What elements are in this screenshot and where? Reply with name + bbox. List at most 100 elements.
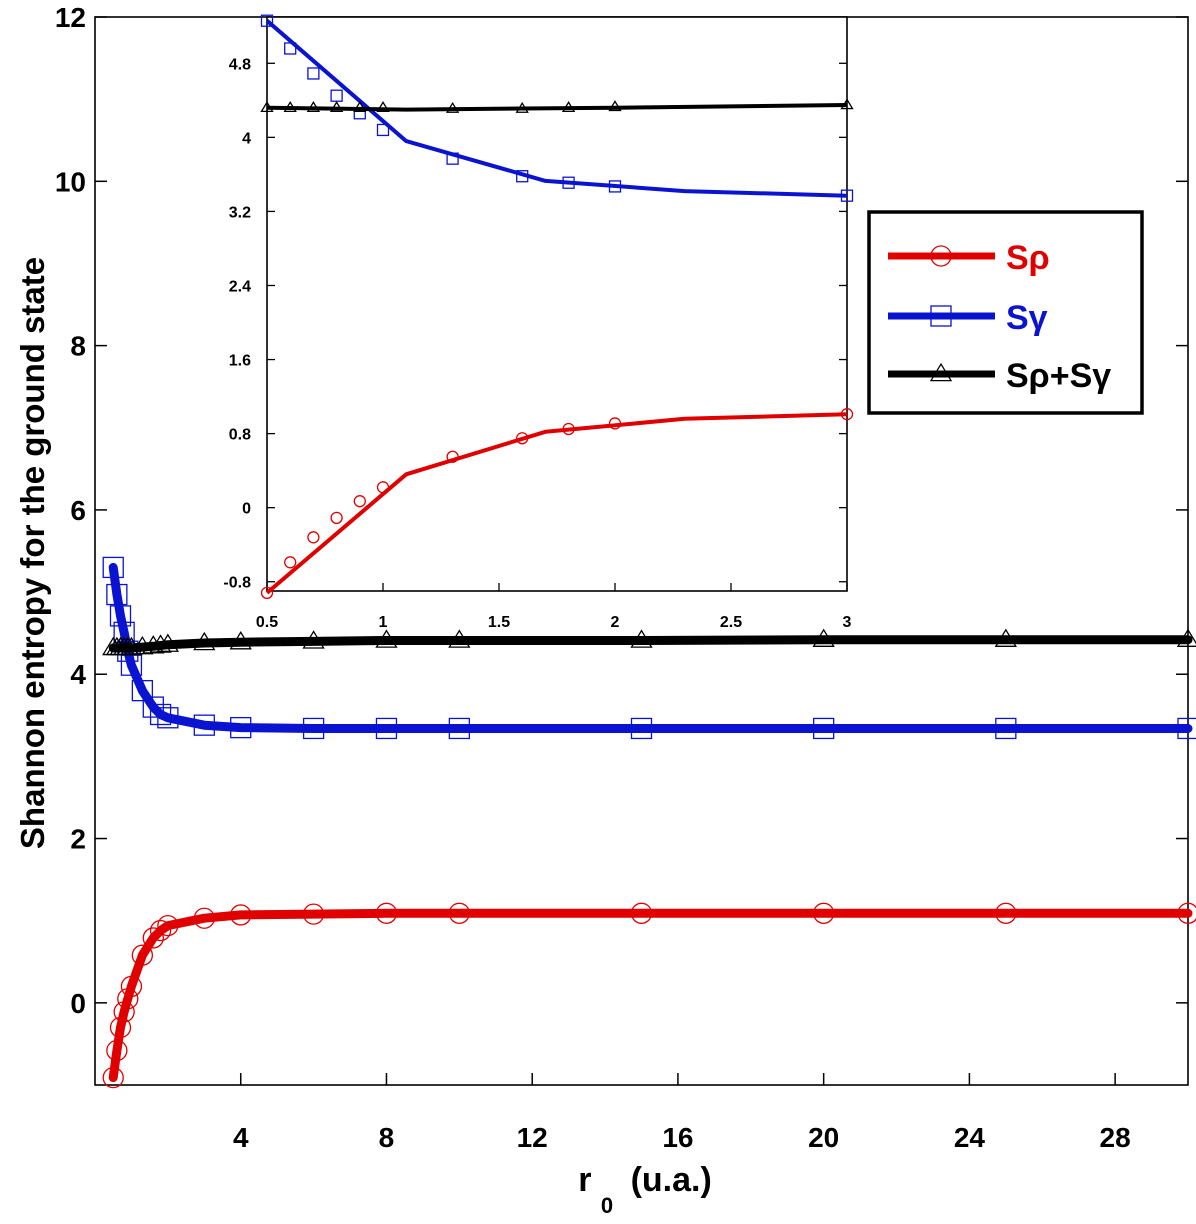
main-y-tick-label: 10 — [55, 166, 86, 197]
main-x-tick-label: 4 — [233, 1122, 249, 1153]
main-data-point — [813, 902, 835, 924]
main-x-tick-label: 12 — [517, 1122, 548, 1153]
main-data-point — [1176, 628, 1196, 647]
main-data-point — [995, 717, 1017, 740]
main-y-tick-label: 2 — [70, 824, 86, 855]
main-data-point — [113, 1001, 135, 1023]
inset-x-tick-label: 2 — [611, 614, 620, 631]
inset-data-point — [840, 189, 854, 202]
main-data-point — [131, 944, 154, 966]
inset-data-point — [516, 432, 529, 445]
main-data-point — [630, 902, 653, 924]
legend-swatch-marker — [929, 362, 953, 382]
inset-data-point — [376, 101, 390, 113]
x-axis-label-sub: 0 — [601, 1193, 613, 1218]
x-axis-label-units: (u.a.) — [631, 1161, 712, 1199]
inset-data-point — [330, 511, 343, 525]
inset-x-tick-label: 0.5 — [256, 614, 278, 631]
legend-label: Sρ — [1006, 239, 1050, 277]
inset-data-point — [284, 42, 297, 55]
inset-series-srho-plus-sgamma — [260, 98, 854, 113]
main-data-point — [448, 629, 471, 648]
inset-series-line — [265, 412, 848, 595]
main-data-point — [448, 717, 470, 740]
main-data-point — [630, 629, 653, 648]
inset-data-point — [260, 14, 274, 27]
inset-y-tick-label: 3.2 — [229, 204, 251, 221]
legend-swatch-marker — [930, 245, 952, 267]
legend-entry-sgamma: Sγ — [888, 299, 1048, 337]
main-data-point — [302, 903, 325, 925]
main-data-point — [102, 1066, 124, 1089]
inset-data-point — [445, 101, 460, 113]
main-x-tick-label: 8 — [379, 1122, 395, 1153]
main-data-point — [375, 629, 398, 648]
main-data-point — [230, 904, 252, 926]
inset-y-tick-label: 4.8 — [229, 56, 251, 73]
main-data-point — [142, 696, 164, 718]
inset-y-tick-label: 4 — [242, 130, 251, 147]
main-y-tick-label: 0 — [70, 988, 86, 1019]
main-data-point — [230, 716, 252, 739]
inset-data-point — [562, 176, 575, 189]
legend-entries: Sρ Sγ Sρ+Sγ — [888, 239, 1111, 395]
inset-x-tick-label: 2.5 — [720, 614, 742, 631]
main-x-tick-label: 24 — [954, 1122, 986, 1153]
inset-data-point — [515, 101, 529, 113]
main-data-point — [113, 621, 135, 643]
main-data-point — [109, 605, 132, 627]
inset-data-point — [608, 417, 622, 430]
inset-data-point — [329, 101, 344, 113]
main-data-point — [157, 914, 179, 937]
main-data-point — [109, 1016, 132, 1039]
main-data-point — [106, 583, 128, 606]
inset-y-tick-label: 2.4 — [229, 278, 251, 295]
main-data-point — [229, 631, 252, 650]
main-data-point — [149, 703, 172, 726]
main-data-point — [142, 635, 165, 654]
inset-series-line — [265, 19, 848, 198]
inset-data-point — [353, 495, 366, 508]
main-data-point — [193, 907, 215, 929]
inset-plot: -0.8 0 0.8 1.6 2.4 3.2 4 4.8 0.5 1 1.5 2 2.5 3 — [223, 14, 854, 631]
main-series-line — [108, 562, 1193, 733]
main-data-point — [302, 630, 325, 649]
main-data-point — [302, 717, 325, 740]
main-data-point — [375, 717, 398, 740]
inset-data-point — [516, 170, 529, 183]
inset-y-tick-label: 0.8 — [229, 427, 251, 444]
inset-data-point — [376, 481, 390, 494]
x-axis-label: r 0 (u.a.) — [578, 1161, 712, 1221]
inset-x-tick-label: 3 — [843, 614, 852, 631]
inset-data-point — [840, 98, 854, 110]
inset-y-tick-label: -0.8 — [223, 575, 251, 592]
main-series-srho-plus-sgamma — [102, 628, 1196, 656]
inset-data-point — [260, 586, 274, 600]
main-data-point — [193, 714, 215, 736]
main-data-point — [630, 717, 653, 740]
inset-data-point — [608, 100, 622, 112]
main-y-tick-label: 12 — [55, 2, 86, 33]
main-data-point — [1177, 902, 1196, 924]
inset-y-tick-label: 1.6 — [229, 353, 251, 370]
x-axis-label-main: r — [578, 1161, 591, 1199]
main-data-point — [813, 717, 835, 740]
main-data-point — [812, 628, 835, 647]
main-data-point — [131, 680, 154, 702]
main-data-point — [120, 975, 143, 998]
main-data-point — [106, 1039, 128, 1062]
main-x-ticks: 4 8 12 16 20 24 28 — [233, 1073, 1131, 1153]
inset-data-point — [306, 101, 321, 113]
inset-data-point — [608, 180, 622, 193]
inset-data-point — [376, 123, 390, 137]
main-data-point — [375, 902, 398, 924]
main-x-tick-label: 16 — [662, 1122, 693, 1153]
main-data-point — [448, 902, 470, 924]
inset-data-point — [307, 67, 320, 80]
inset-data-point — [840, 408, 854, 421]
main-data-point — [149, 634, 172, 653]
inset-series-sgamma — [260, 14, 854, 202]
inset-data-point — [446, 450, 459, 463]
